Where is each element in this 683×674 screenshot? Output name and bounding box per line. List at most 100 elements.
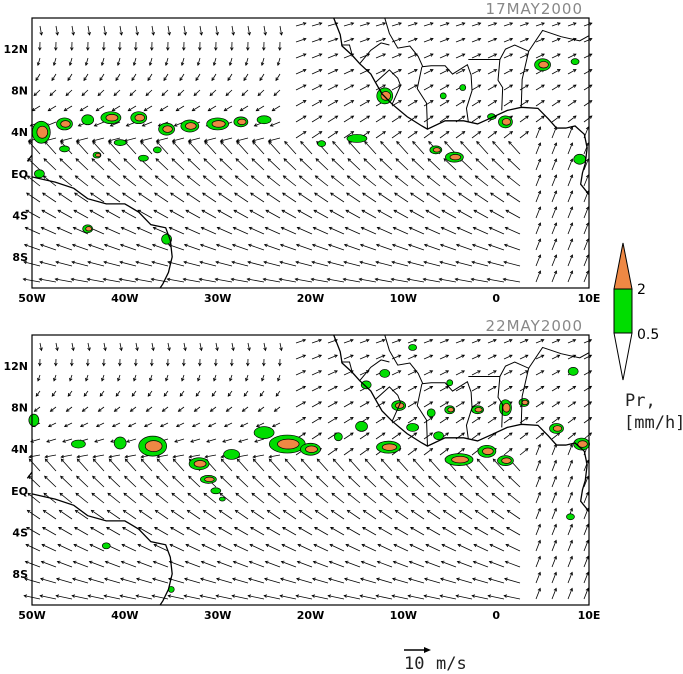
- wind-vector: [272, 422, 281, 427]
- wind-vector-head: [236, 140, 240, 145]
- wind-vector: [27, 492, 41, 504]
- wind-vector: [193, 89, 201, 96]
- wind-vector: [489, 544, 505, 552]
- wind-vector-head: [26, 192, 30, 196]
- wind-vector-head: [59, 492, 64, 497]
- wind-vector-head: [474, 509, 479, 514]
- wind-vector-head: [569, 174, 574, 179]
- wind-vector-head: [300, 458, 305, 463]
- wind-vector: [487, 354, 497, 360]
- wind-vector-head: [295, 243, 300, 248]
- wind-vector: [411, 158, 425, 171]
- wind-vector: [311, 354, 322, 360]
- wind-vector-head: [312, 560, 317, 565]
- lon-tick-label: 10E: [578, 292, 601, 305]
- wind-vector-head: [299, 492, 304, 497]
- wind-vector: [58, 192, 73, 203]
- wind-vector-head: [283, 492, 288, 497]
- wind-vector: [423, 131, 434, 139]
- wind-vector: [441, 544, 457, 552]
- wind-vector-head: [537, 571, 541, 576]
- wind-vector: [359, 339, 370, 344]
- wind-vector: [295, 22, 306, 27]
- wind-vector-head: [246, 277, 251, 282]
- wind-vector: [439, 38, 449, 43]
- wind-vector: [345, 227, 361, 235]
- wind-vector: [169, 227, 185, 235]
- wind-vector: [208, 105, 217, 112]
- wind-vector: [295, 38, 307, 43]
- wind-vector: [567, 254, 573, 267]
- wind-vector-head: [382, 131, 386, 135]
- wind-vector: [35, 73, 41, 81]
- wind-vector: [381, 458, 393, 472]
- wind-vector: [222, 438, 233, 443]
- wind-vector: [551, 444, 557, 456]
- wind-vector-head: [300, 475, 304, 480]
- wind-vector: [312, 578, 329, 584]
- wind-vector: [508, 141, 521, 155]
- wind-vector: [535, 100, 545, 107]
- wind-vector-head: [184, 226, 189, 231]
- wind-vector-head: [509, 84, 514, 88]
- wind-vector: [475, 509, 489, 520]
- wind-vector: [234, 192, 249, 203]
- wind-vector: [407, 339, 417, 344]
- wind-vector-head: [113, 92, 118, 97]
- wind-vector: [59, 492, 73, 504]
- wind-vector-head: [94, 439, 98, 443]
- wind-vector: [375, 401, 386, 408]
- wind-vector: [471, 131, 481, 139]
- wind-vector-head: [461, 432, 465, 436]
- wind-vector-head: [199, 31, 203, 36]
- wind-vector-head: [455, 243, 460, 248]
- wind-vector-head: [91, 138, 96, 143]
- wind-vector-head: [136, 560, 141, 565]
- wind-vector-head: [475, 158, 480, 162]
- wind-vector: [135, 278, 153, 283]
- wind-vector-head: [276, 62, 281, 67]
- wind-vector-head: [39, 347, 43, 352]
- wind-vector: [535, 417, 544, 424]
- wind-vector-head: [238, 439, 242, 443]
- wind-vector-head: [187, 158, 192, 162]
- wind-vector: [503, 370, 513, 376]
- wind-vector-head: [298, 175, 303, 179]
- wind-vector: [439, 448, 449, 456]
- wind-vector-head: [588, 69, 593, 73]
- wind-vector-head: [493, 131, 498, 135]
- wind-vector: [535, 524, 541, 536]
- wind-vector: [107, 158, 121, 171]
- wind-vector: [504, 244, 521, 251]
- wind-vector-head: [27, 138, 32, 143]
- wind-vector-head: [298, 509, 303, 514]
- wind-vector: [259, 73, 265, 81]
- wind-vector-head: [302, 115, 307, 119]
- wind-vector-head: [311, 260, 315, 265]
- wind-vector-head: [166, 277, 171, 282]
- wind-vector: [567, 206, 573, 219]
- wind-vector: [327, 261, 345, 267]
- wind-vector-head: [70, 47, 74, 51]
- wind-vector: [231, 25, 234, 35]
- wind-vector-head: [163, 393, 168, 397]
- coast-line: [468, 376, 504, 428]
- wind-vector: [331, 158, 345, 171]
- wind-vector: [313, 544, 329, 552]
- wind-vector-head: [429, 84, 434, 88]
- wind-vector: [327, 69, 338, 75]
- wind-vector: [551, 206, 557, 219]
- wind-vector-head: [213, 377, 217, 382]
- wind-vector: [174, 438, 185, 443]
- wind-vector-head: [90, 175, 95, 179]
- wind-vector: [504, 578, 521, 584]
- wind-vector: [428, 475, 441, 488]
- wind-vector-head: [318, 37, 323, 42]
- wind-vector-head: [215, 347, 219, 352]
- wind-vector-head: [99, 77, 103, 82]
- wind-vector: [443, 509, 457, 520]
- wind-vector-head: [65, 92, 70, 97]
- wind-vector-head: [412, 475, 416, 480]
- wind-vector-head: [487, 577, 492, 581]
- wind-vector-head: [264, 226, 269, 231]
